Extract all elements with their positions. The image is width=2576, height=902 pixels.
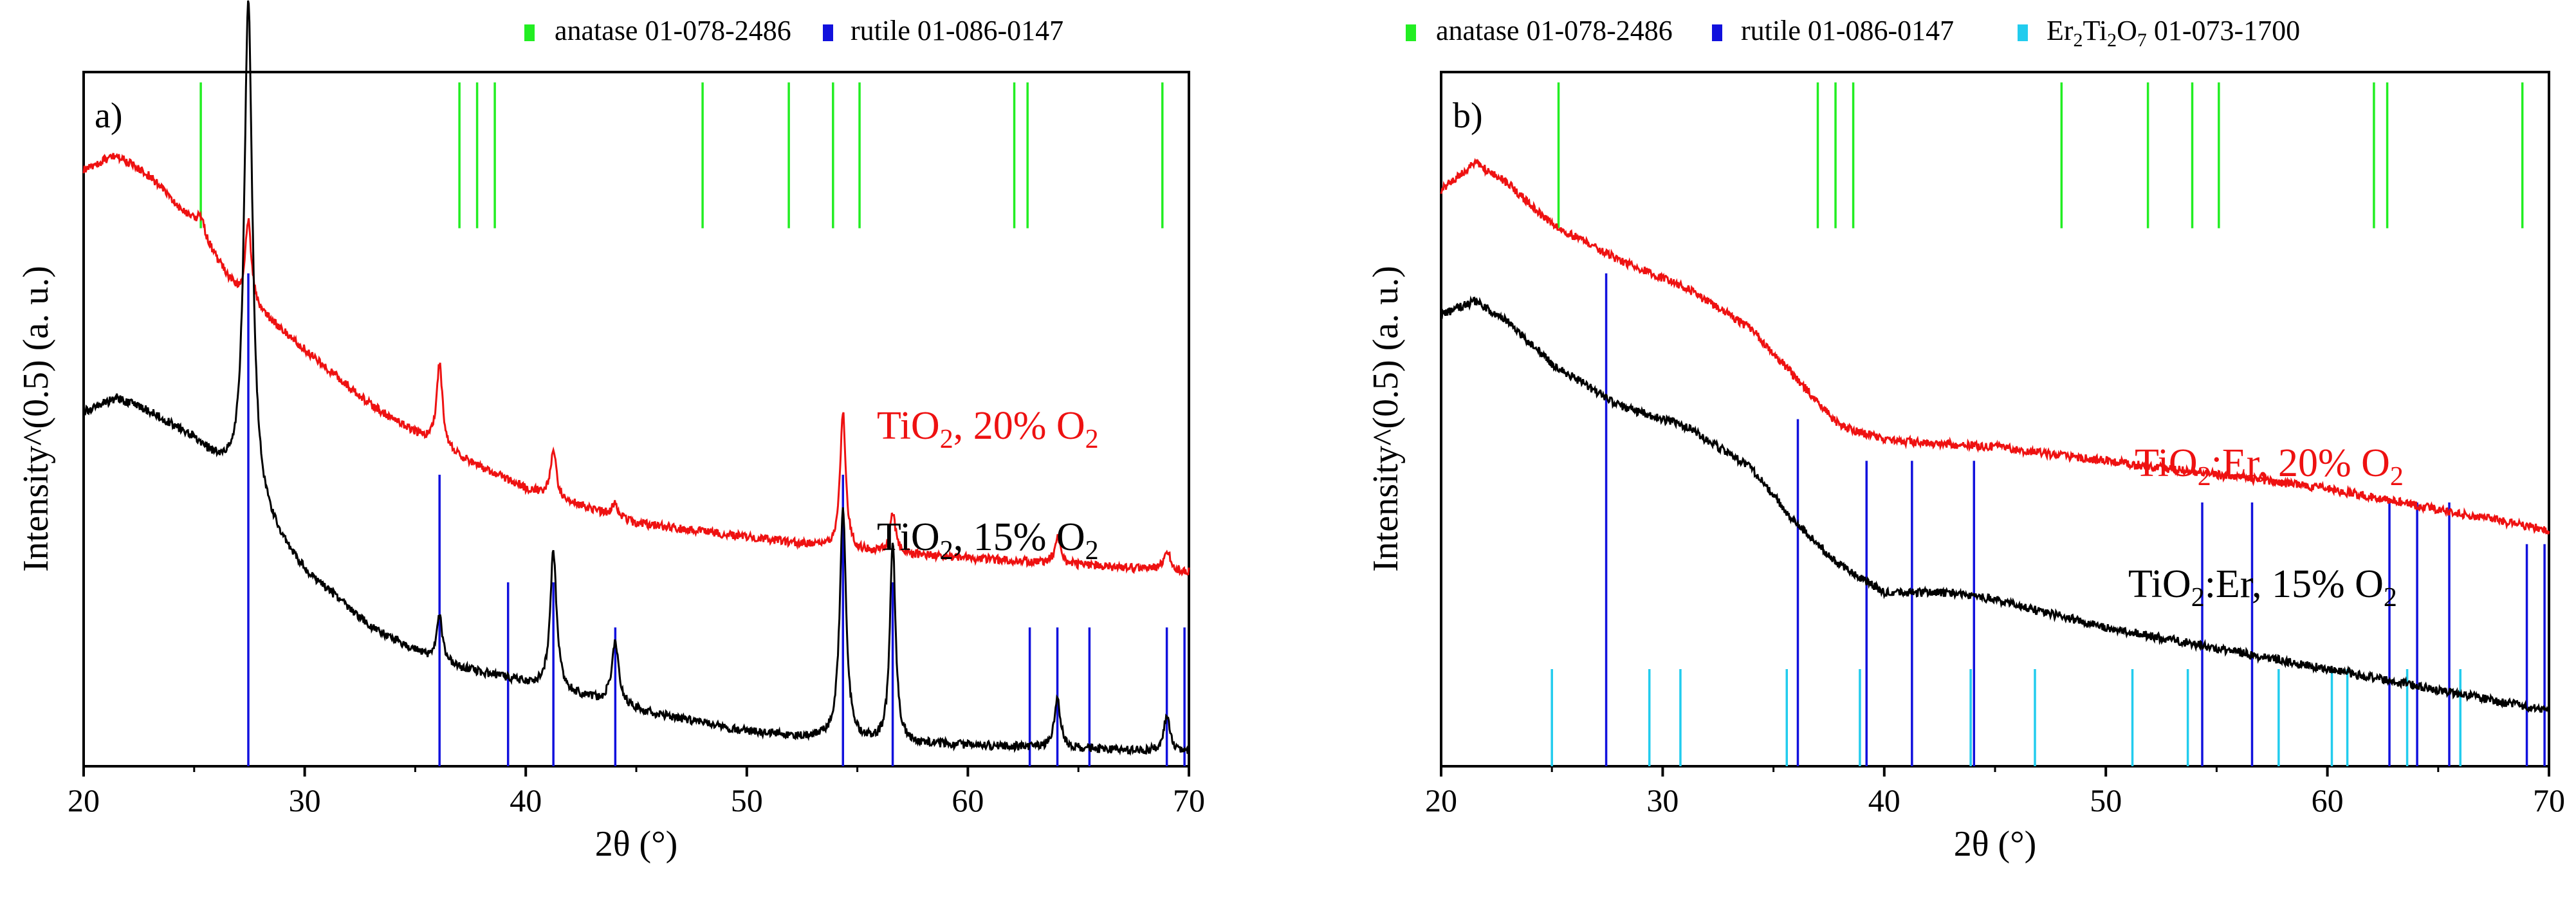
x-tick-label: 70 <box>1173 782 1205 818</box>
x-axis-label-b: 2θ (°) <box>1954 824 2037 864</box>
x-axis-b: 20 30 40 50 60 70 <box>1425 766 2565 818</box>
x-tick-label: 40 <box>1868 782 1900 818</box>
x-tick-label: 40 <box>510 782 542 818</box>
legend-label-er2ti2o7: Er2Ti2O7 01-073-1700 <box>2047 15 2300 51</box>
series-lines-a <box>82 0 1190 757</box>
series-line-black <box>82 0 1190 757</box>
x-tick-label: 70 <box>2533 782 2565 818</box>
x-tick-label: 60 <box>952 782 984 818</box>
legend-b: anatase 01-078-2486 rutile 01-086-0147 E… <box>1406 15 2300 51</box>
x-tick-label: 20 <box>68 782 100 818</box>
legend-swatch-anatase <box>524 24 535 41</box>
series-label-black-a: TiO2, 15% O2 <box>877 515 1099 566</box>
y-axis-label-b: Intensity^(0.5) (a. u.) <box>1366 266 1406 572</box>
x-axis-a: 20 30 40 50 60 70 <box>68 766 1205 818</box>
ref-lines-b <box>1550 82 2546 766</box>
legend-label-rutile-b: rutile 01-086-0147 <box>1741 15 1954 46</box>
series-line-red <box>82 152 1190 577</box>
x-tick-label: 50 <box>2090 782 2122 818</box>
x-tick-label: 50 <box>731 782 763 818</box>
series-line-red <box>1440 158 2550 535</box>
legend-swatch-rutile-b <box>1712 24 1722 41</box>
panel-label-a: a) <box>95 96 123 136</box>
x-tick-label: 30 <box>1646 782 1679 818</box>
x-tick-label: 30 <box>289 782 321 818</box>
series-label-red-b: TiO2:Er, 20% O2 <box>2135 441 2404 492</box>
panel-label-b: b) <box>1453 96 1483 136</box>
series-line-black <box>1440 295 2550 714</box>
ref-lines-a <box>199 82 1186 766</box>
legend-swatch-er2ti2o7 <box>2018 24 2028 41</box>
legend-a: anatase 01-078-2486 rutile 01-086-0147 <box>524 15 1063 46</box>
x-axis-label-a: 2θ (°) <box>595 824 678 864</box>
panel-a: anatase 01-078-2486 rutile 01-086-0147 2… <box>16 0 1205 864</box>
legend-swatch-anatase-b <box>1406 24 1416 41</box>
legend-label-rutile: rutile 01-086-0147 <box>851 15 1063 46</box>
panel-b: anatase 01-078-2486 rutile 01-086-0147 E… <box>1366 15 2565 864</box>
x-tick-label: 20 <box>1425 782 1457 818</box>
legend-label-anatase: anatase 01-078-2486 <box>555 15 791 46</box>
series-lines-b <box>1440 158 2550 714</box>
y-axis-label-a: Intensity^(0.5) (a. u.) <box>16 266 56 572</box>
legend-label-anatase-b: anatase 01-078-2486 <box>1436 15 1673 46</box>
series-label-red-a: TiO2, 20% O2 <box>877 404 1099 454</box>
series-label-black-b: TiO2:Er, 15% O2 <box>2128 562 2397 612</box>
legend-swatch-rutile <box>823 24 833 41</box>
x-tick-label: 60 <box>2312 782 2344 818</box>
